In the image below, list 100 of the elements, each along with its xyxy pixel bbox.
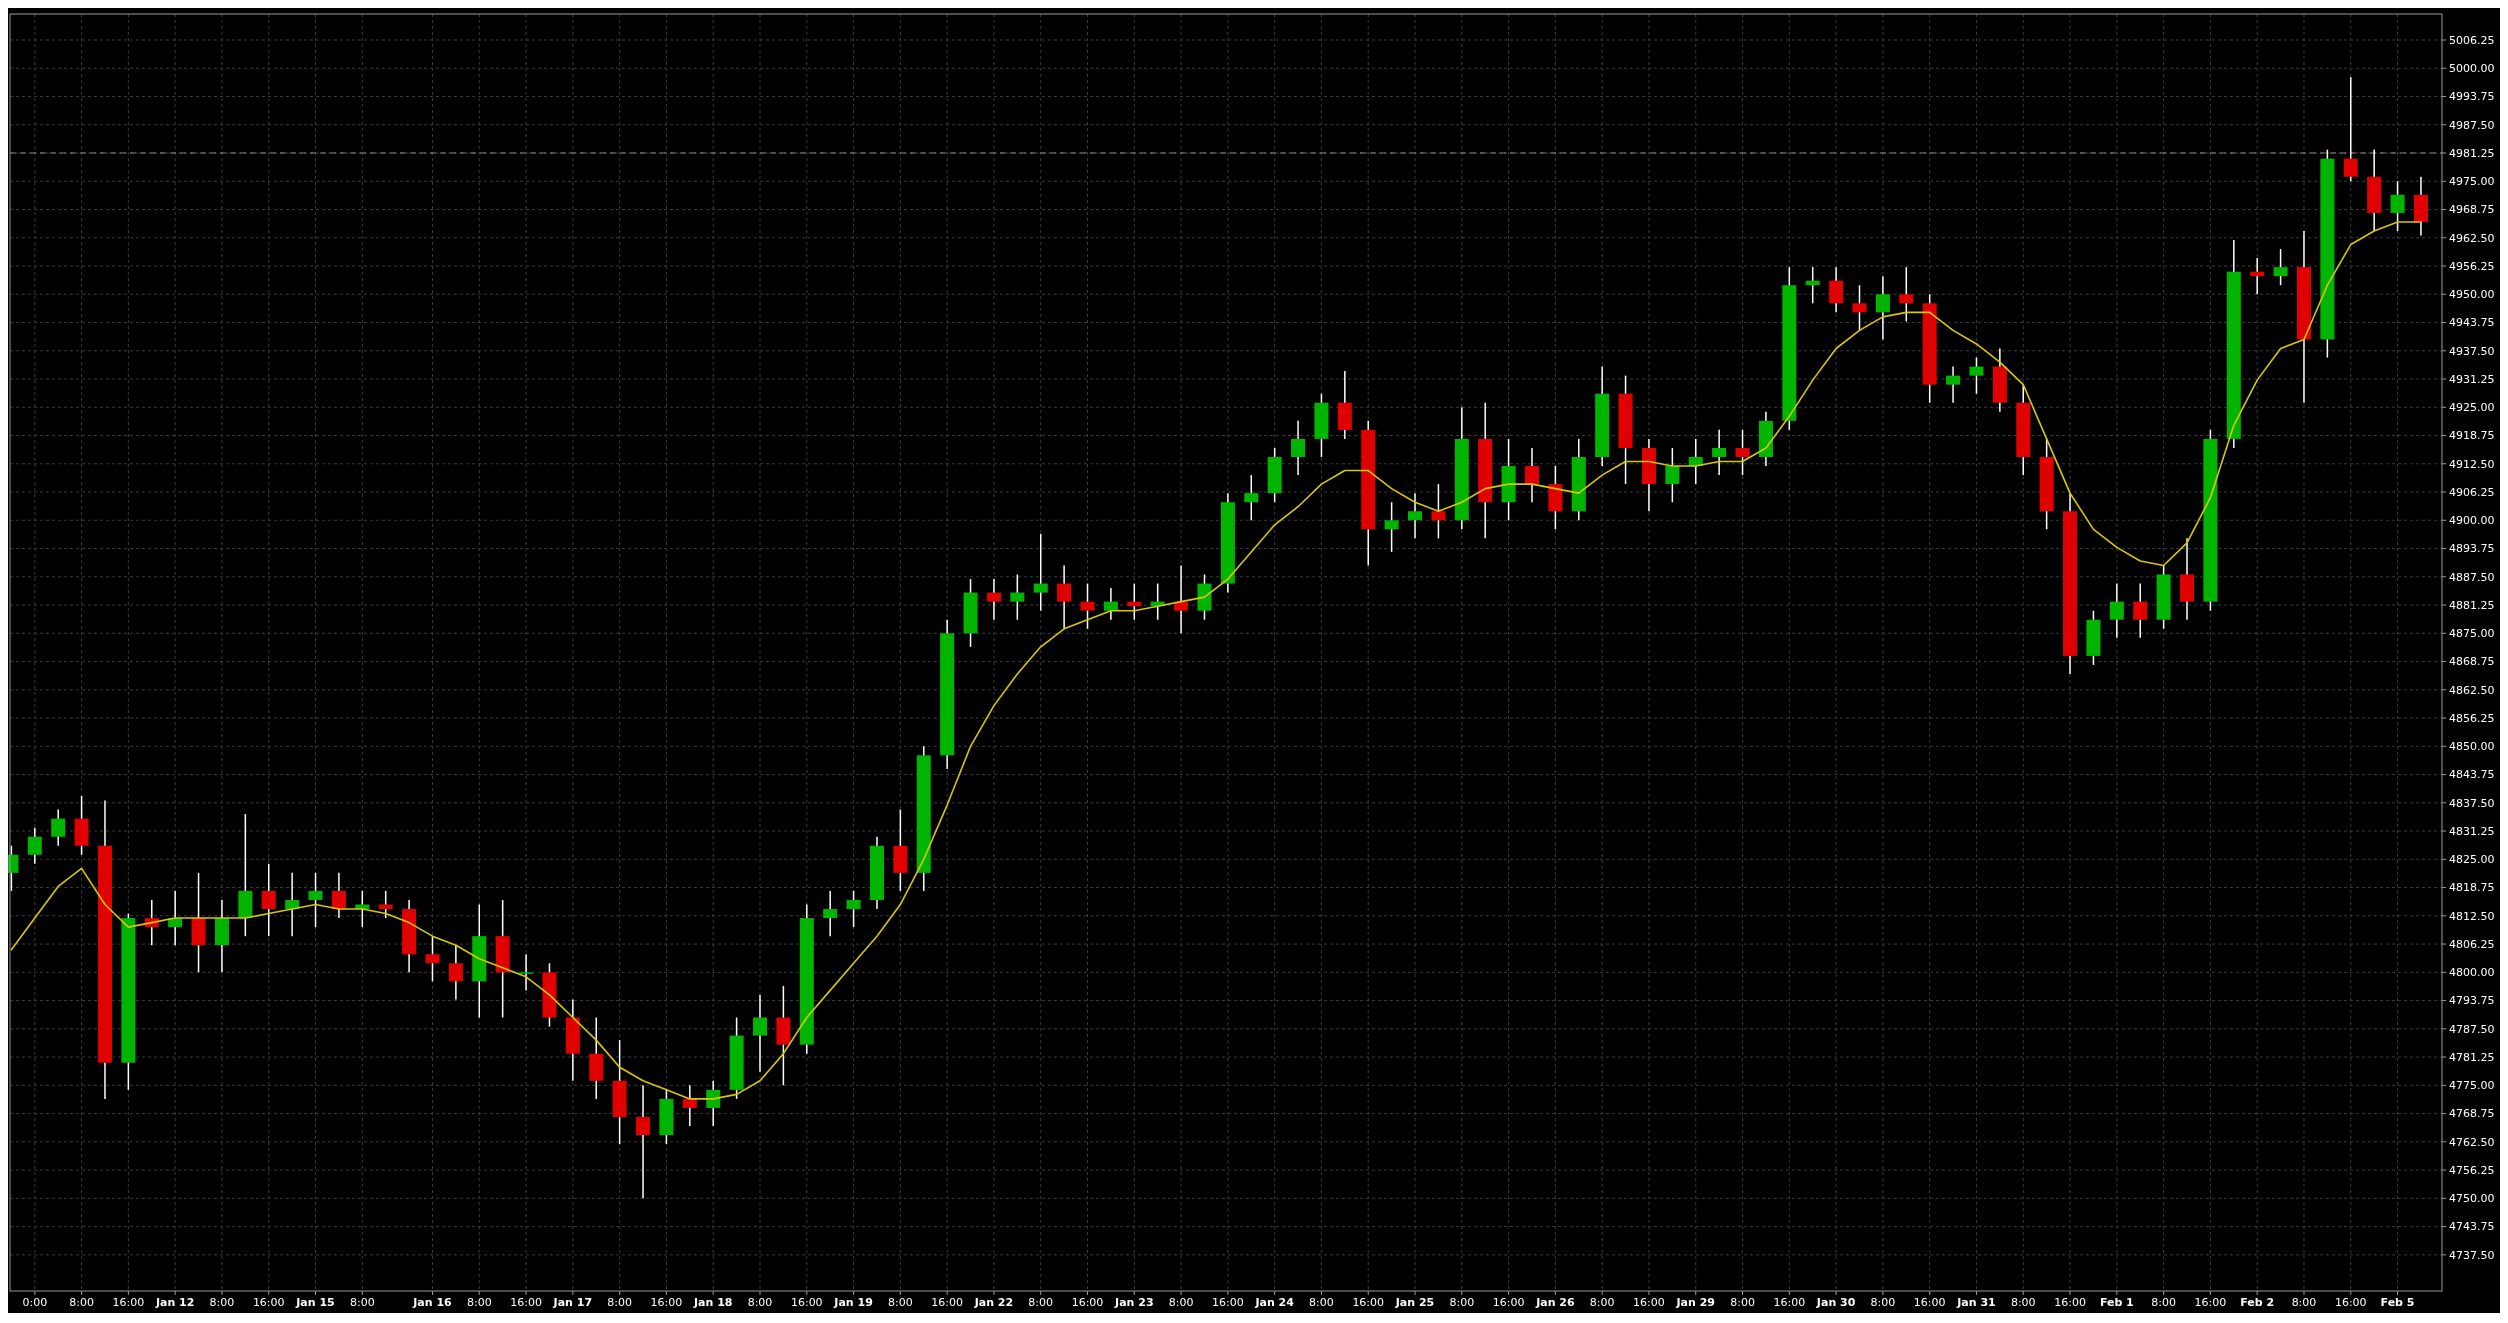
y-tick-label: 4737.50 xyxy=(2449,1248,2495,1262)
x-tick-label: 16:00 xyxy=(650,1296,683,1309)
x-tick-label: 16:00 xyxy=(2334,1296,2367,1309)
candlestick xyxy=(1291,420,1306,476)
candlestick xyxy=(1408,492,1423,540)
candlestick xyxy=(27,826,42,865)
candlestick xyxy=(1057,564,1072,630)
x-tick-label: 8:00 xyxy=(1589,1296,1615,1309)
x-tick-label: 16:00 xyxy=(1071,1296,1104,1309)
candlestick xyxy=(1174,564,1189,635)
candlestick xyxy=(1829,266,1844,314)
y-tick-label: 4793.75 xyxy=(2449,994,2495,1008)
x-tick-label: Jan 24 xyxy=(1254,1296,1295,1309)
candlestick xyxy=(1033,533,1048,612)
candlestick xyxy=(1969,356,1984,395)
x-tick-label: 16:00 xyxy=(510,1296,542,1309)
candlestick xyxy=(1431,483,1446,540)
x-tick-label: 16:00 xyxy=(112,1296,145,1309)
y-tick-label: 4806.25 xyxy=(2449,937,2495,951)
x-tick-label: Jan 29 xyxy=(1675,1296,1715,1309)
x-tick-label: Jan 18 xyxy=(692,1296,733,1309)
x-tick-label: 16:00 xyxy=(1212,1296,1244,1309)
candlestick xyxy=(285,872,300,937)
y-tick-label: 4956.25 xyxy=(2449,259,2495,273)
x-tick-label: 8:00 xyxy=(69,1296,94,1309)
x-tick-label: 8:00 xyxy=(349,1296,375,1309)
y-tick-label: 4750.00 xyxy=(2449,1192,2495,1206)
y-tick-label: 4743.75 xyxy=(2449,1220,2495,1234)
candlestick xyxy=(1946,365,1961,404)
candlestick xyxy=(1080,582,1095,630)
y-tick-label: 4893.75 xyxy=(2449,542,2495,556)
x-tick-label: Jan 12 xyxy=(154,1296,195,1309)
y-tick-label: 4875.00 xyxy=(2449,627,2495,641)
y-tick-label: 4831.25 xyxy=(2449,824,2495,838)
candlestick xyxy=(1735,429,1750,476)
x-tick-label: 8:00 xyxy=(1028,1296,1054,1309)
x-tick-label: 8:00 xyxy=(1449,1296,1475,1309)
x-tick-label: 16:00 xyxy=(1913,1296,1946,1309)
candlestick xyxy=(519,953,534,992)
x-tick-label: 0:00 xyxy=(22,1296,48,1309)
y-tick-label: 4918.75 xyxy=(2449,429,2495,443)
x-tick-label: 8:00 xyxy=(1870,1296,1896,1309)
x-tick-label: 8:00 xyxy=(747,1296,773,1309)
x-tick-label: 8:00 xyxy=(1309,1296,1334,1309)
x-tick-label: Jan 17 xyxy=(552,1296,593,1309)
x-tick-label: Jan 15 xyxy=(295,1296,335,1309)
y-tick-label: 4775.00 xyxy=(2449,1079,2495,1093)
y-tick-label: 4993.75 xyxy=(2449,90,2495,104)
y-tick-label: 4962.50 xyxy=(2449,231,2495,245)
x-tick-label: Feb 1 xyxy=(2099,1296,2134,1309)
x-tick-label: Jan 19 xyxy=(833,1296,873,1309)
x-tick-label: Jan 23 xyxy=(1114,1296,1154,1309)
x-tick-label: 16:00 xyxy=(252,1296,285,1309)
candlestick xyxy=(261,863,276,937)
x-tick-label: 8:00 xyxy=(2010,1296,2036,1309)
candlestick xyxy=(752,994,768,1073)
candlestick xyxy=(2273,248,2288,286)
y-tick-label: 4931.25 xyxy=(2449,372,2495,386)
x-tick-label: 8:00 xyxy=(607,1296,632,1309)
candlestick xyxy=(1875,275,1890,341)
candlestick xyxy=(1384,501,1399,553)
x-tick-label: Feb 5 xyxy=(2380,1296,2415,1309)
y-tick-label: 4843.75 xyxy=(2449,768,2495,782)
candlestick xyxy=(986,578,1001,621)
y-tick-label: 4968.75 xyxy=(2449,203,2495,217)
y-tick-label: 4912.50 xyxy=(2449,457,2495,471)
candlestick xyxy=(51,808,66,847)
y-tick-label: 4900.00 xyxy=(2449,514,2495,528)
candlestick xyxy=(636,1084,651,1200)
candlestick xyxy=(682,1084,697,1127)
y-tick-label: 4937.50 xyxy=(2449,344,2495,358)
candlestick xyxy=(1103,587,1118,621)
x-tick-label: Jan 25 xyxy=(1394,1296,1435,1309)
candlestick xyxy=(846,890,861,928)
x-tick-label: Jan 16 xyxy=(412,1296,453,1309)
x-tick-label: Jan 22 xyxy=(973,1296,1014,1309)
x-tick-label: 8:00 xyxy=(1168,1296,1194,1309)
y-tick-label: 4856.25 xyxy=(2449,711,2495,725)
y-tick-label: 4881.25 xyxy=(2449,598,2495,612)
x-tick-label: 16:00 xyxy=(1352,1296,1385,1309)
y-tick-label: 5000.00 xyxy=(2449,62,2495,76)
y-tick-label: 5006.25 xyxy=(2449,33,2495,47)
candlestick xyxy=(1244,474,1259,522)
y-tick-label: 4862.50 xyxy=(2449,683,2495,697)
y-tick-label: 4756.25 xyxy=(2449,1163,2495,1177)
x-tick-label: 16:00 xyxy=(2054,1296,2086,1309)
x-tick-label: Jan 26 xyxy=(1535,1296,1575,1309)
x-tick-label: 16:00 xyxy=(1773,1296,1806,1309)
y-tick-label: 4800.00 xyxy=(2449,966,2495,980)
y-tick-label: 4987.50 xyxy=(2449,118,2495,132)
candlestick xyxy=(308,872,323,928)
x-tick-label: Feb 2 xyxy=(2240,1296,2275,1309)
candlestick xyxy=(331,872,346,919)
x-tick-label: 8:00 xyxy=(2291,1296,2317,1309)
y-tick-label: 4762.50 xyxy=(2449,1135,2495,1149)
x-tick-label: 8:00 xyxy=(2151,1296,2176,1309)
y-tick-label: 4975.00 xyxy=(2449,175,2495,189)
y-tick-label: 4768.75 xyxy=(2449,1107,2495,1121)
y-tick-label: 4868.75 xyxy=(2449,655,2495,669)
candlestick xyxy=(2343,76,2358,182)
